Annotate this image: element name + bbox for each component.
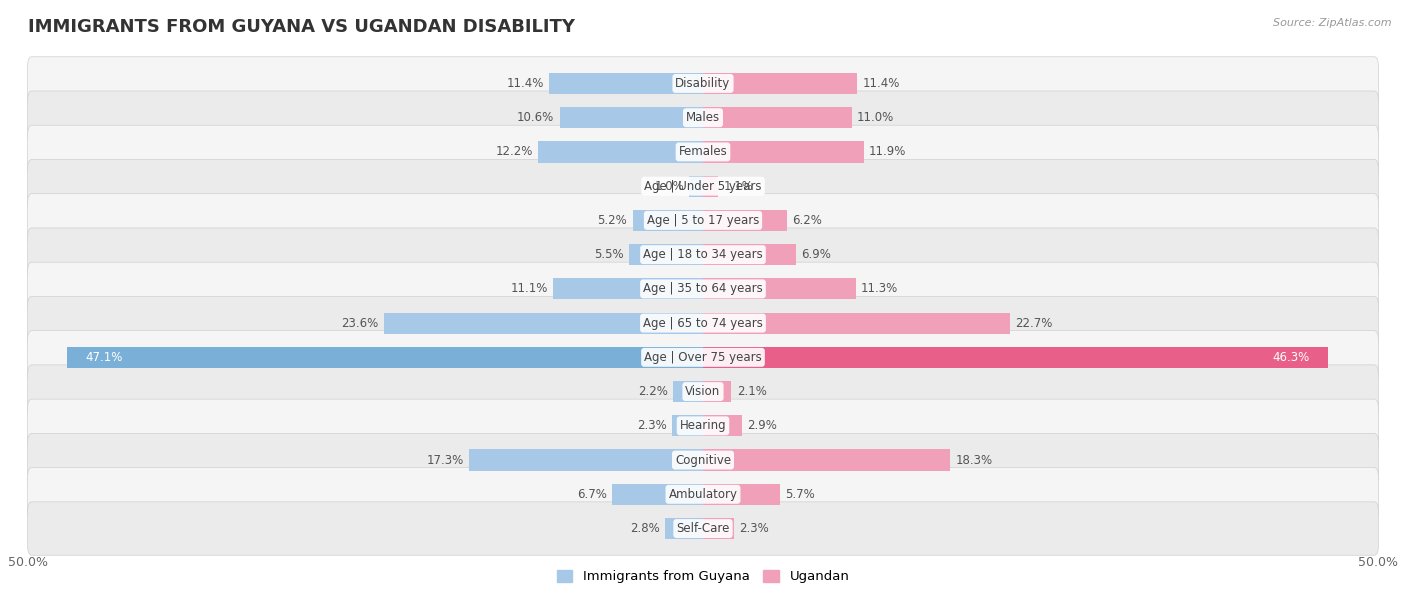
- Text: Females: Females: [679, 146, 727, 159]
- FancyBboxPatch shape: [28, 296, 1378, 350]
- Bar: [703, 141, 863, 163]
- Legend: Immigrants from Guyana, Ugandan: Immigrants from Guyana, Ugandan: [557, 570, 849, 583]
- Text: 46.3%: 46.3%: [1272, 351, 1309, 364]
- Bar: [548, 73, 703, 94]
- Bar: [703, 313, 1010, 334]
- FancyBboxPatch shape: [28, 228, 1378, 282]
- Text: 47.1%: 47.1%: [86, 351, 124, 364]
- Text: 1.1%: 1.1%: [723, 180, 754, 193]
- Bar: [703, 518, 734, 539]
- Text: 5.2%: 5.2%: [598, 214, 627, 227]
- Bar: [703, 244, 796, 265]
- Bar: [66, 347, 703, 368]
- Bar: [673, 381, 703, 402]
- Text: Age | Over 75 years: Age | Over 75 years: [644, 351, 762, 364]
- Bar: [703, 176, 718, 197]
- Bar: [672, 415, 703, 436]
- Text: Age | 18 to 34 years: Age | 18 to 34 years: [643, 248, 763, 261]
- Text: 2.3%: 2.3%: [637, 419, 666, 432]
- Text: 2.3%: 2.3%: [740, 522, 769, 535]
- FancyBboxPatch shape: [28, 125, 1378, 179]
- Bar: [703, 449, 950, 471]
- Text: 2.8%: 2.8%: [630, 522, 659, 535]
- Text: Cognitive: Cognitive: [675, 453, 731, 466]
- Text: 23.6%: 23.6%: [342, 316, 378, 330]
- Text: 11.4%: 11.4%: [862, 77, 900, 90]
- Text: 11.3%: 11.3%: [860, 282, 898, 296]
- Text: 6.9%: 6.9%: [801, 248, 831, 261]
- Text: 17.3%: 17.3%: [426, 453, 464, 466]
- Text: Males: Males: [686, 111, 720, 124]
- Text: 11.1%: 11.1%: [510, 282, 548, 296]
- Text: Vision: Vision: [685, 385, 721, 398]
- Bar: [538, 141, 703, 163]
- Bar: [633, 210, 703, 231]
- Text: 2.9%: 2.9%: [748, 419, 778, 432]
- Text: Age | 65 to 74 years: Age | 65 to 74 years: [643, 316, 763, 330]
- Text: 2.2%: 2.2%: [638, 385, 668, 398]
- Text: 22.7%: 22.7%: [1015, 316, 1053, 330]
- Text: Age | Under 5 years: Age | Under 5 years: [644, 180, 762, 193]
- FancyBboxPatch shape: [28, 399, 1378, 452]
- Text: 10.6%: 10.6%: [517, 111, 554, 124]
- FancyBboxPatch shape: [28, 194, 1378, 247]
- Text: 5.5%: 5.5%: [593, 248, 623, 261]
- Bar: [613, 483, 703, 505]
- Text: IMMIGRANTS FROM GUYANA VS UGANDAN DISABILITY: IMMIGRANTS FROM GUYANA VS UGANDAN DISABI…: [28, 18, 575, 36]
- Bar: [703, 347, 1329, 368]
- FancyBboxPatch shape: [28, 160, 1378, 213]
- Bar: [628, 244, 703, 265]
- Bar: [470, 449, 703, 471]
- Text: 12.2%: 12.2%: [495, 146, 533, 159]
- Bar: [384, 313, 703, 334]
- Text: 11.4%: 11.4%: [506, 77, 544, 90]
- Text: 11.9%: 11.9%: [869, 146, 907, 159]
- Bar: [703, 415, 742, 436]
- Bar: [553, 278, 703, 299]
- Bar: [66, 347, 703, 368]
- Bar: [703, 381, 731, 402]
- Text: Disability: Disability: [675, 77, 731, 90]
- Text: Source: ZipAtlas.com: Source: ZipAtlas.com: [1274, 18, 1392, 28]
- Bar: [703, 73, 858, 94]
- Text: 11.0%: 11.0%: [858, 111, 894, 124]
- Bar: [703, 483, 780, 505]
- FancyBboxPatch shape: [28, 502, 1378, 555]
- FancyBboxPatch shape: [28, 91, 1378, 144]
- Text: 6.2%: 6.2%: [792, 214, 823, 227]
- FancyBboxPatch shape: [28, 433, 1378, 487]
- Text: 18.3%: 18.3%: [956, 453, 993, 466]
- FancyBboxPatch shape: [28, 468, 1378, 521]
- Bar: [689, 176, 703, 197]
- Text: 1.0%: 1.0%: [654, 180, 685, 193]
- FancyBboxPatch shape: [28, 365, 1378, 418]
- Bar: [703, 107, 852, 129]
- Bar: [560, 107, 703, 129]
- Text: Hearing: Hearing: [679, 419, 727, 432]
- Text: 5.7%: 5.7%: [786, 488, 815, 501]
- Text: 2.1%: 2.1%: [737, 385, 766, 398]
- FancyBboxPatch shape: [28, 57, 1378, 110]
- Text: Self-Care: Self-Care: [676, 522, 730, 535]
- FancyBboxPatch shape: [28, 262, 1378, 316]
- Bar: [703, 347, 1329, 368]
- Bar: [703, 278, 856, 299]
- Text: 6.7%: 6.7%: [578, 488, 607, 501]
- Text: Ambulatory: Ambulatory: [668, 488, 738, 501]
- Text: Age | 5 to 17 years: Age | 5 to 17 years: [647, 214, 759, 227]
- Bar: [665, 518, 703, 539]
- FancyBboxPatch shape: [28, 330, 1378, 384]
- Text: Age | 35 to 64 years: Age | 35 to 64 years: [643, 282, 763, 296]
- Bar: [703, 210, 787, 231]
